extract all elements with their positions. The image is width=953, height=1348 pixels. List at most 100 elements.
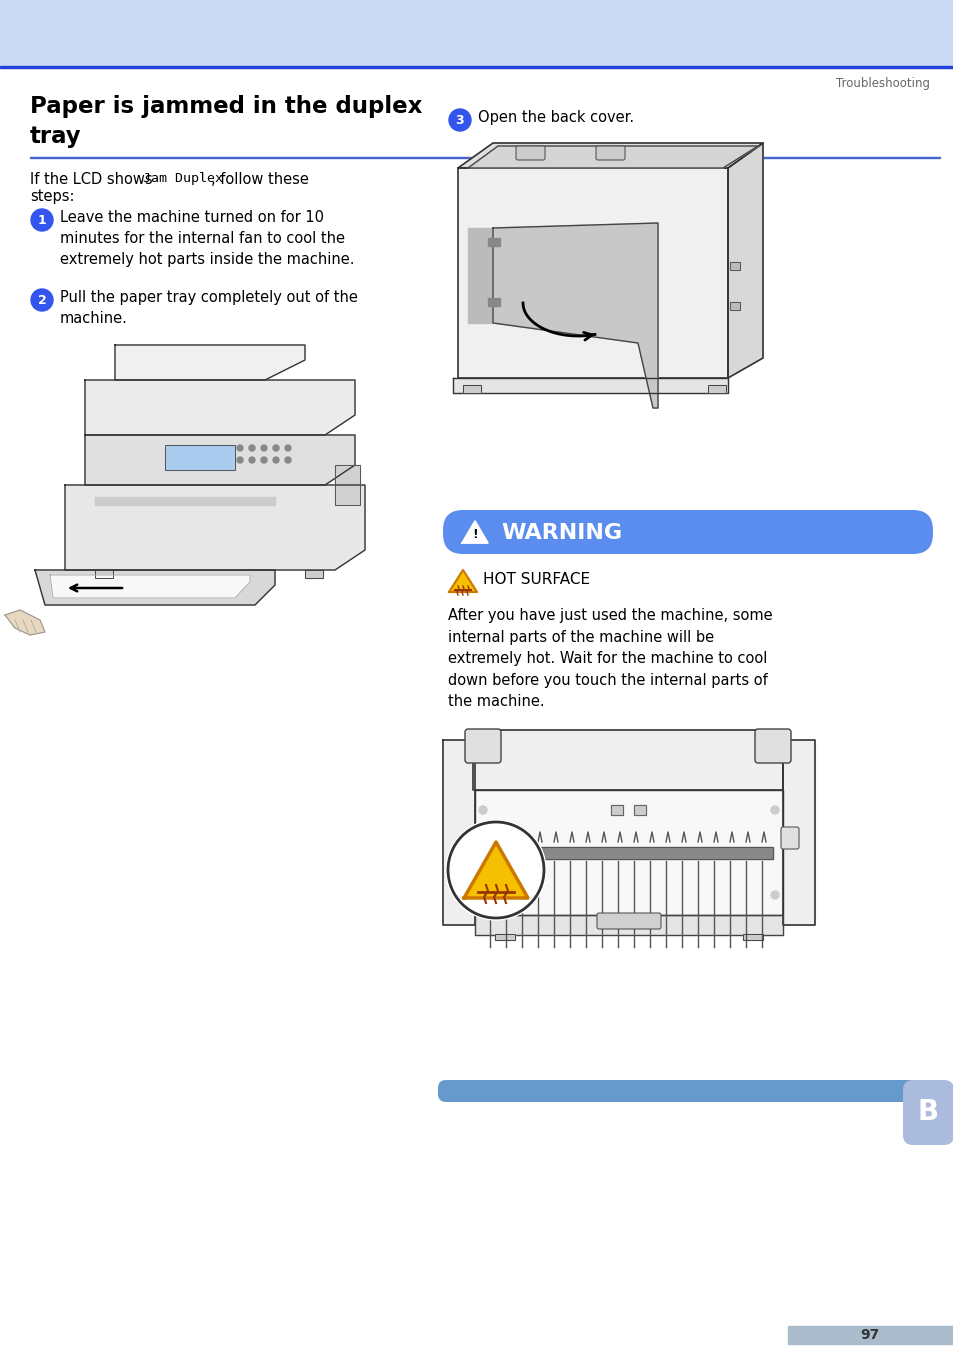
Bar (462, 386, 480, 394)
FancyBboxPatch shape (437, 1080, 923, 1103)
Circle shape (261, 457, 267, 462)
Text: 1: 1 (37, 213, 47, 226)
Circle shape (273, 457, 278, 462)
Bar (729, 302, 740, 310)
Circle shape (285, 445, 291, 452)
Text: Jam Duplex: Jam Duplex (143, 173, 223, 185)
Bar (462, 386, 480, 394)
Bar (729, 262, 740, 270)
FancyBboxPatch shape (754, 729, 790, 763)
Polygon shape (493, 222, 658, 408)
Text: Paper is jammed in the duplex: Paper is jammed in the duplex (30, 94, 422, 119)
Bar (95, 570, 112, 578)
Bar (484, 847, 772, 859)
Text: B: B (917, 1099, 938, 1127)
Circle shape (446, 820, 545, 919)
Polygon shape (65, 485, 365, 570)
Text: Leave the machine turned on for 10
minutes for the internal fan to cool the
extr: Leave the machine turned on for 10 minut… (60, 210, 355, 267)
Circle shape (236, 457, 243, 462)
Bar (165, 445, 234, 470)
Text: steps:: steps: (30, 189, 74, 204)
Bar (495, 934, 515, 940)
Bar (305, 570, 323, 578)
Text: , follow these: , follow these (211, 173, 309, 187)
Bar (484, 847, 772, 859)
Circle shape (449, 109, 471, 131)
Bar (610, 805, 622, 816)
Polygon shape (442, 740, 475, 925)
Bar (305, 570, 323, 578)
Bar (610, 805, 622, 816)
Polygon shape (457, 168, 727, 377)
Text: 3: 3 (456, 113, 464, 127)
Polygon shape (50, 576, 250, 599)
Polygon shape (449, 570, 476, 592)
Polygon shape (463, 842, 527, 898)
Circle shape (249, 445, 254, 452)
Bar (335, 465, 359, 506)
Polygon shape (5, 611, 45, 635)
Circle shape (285, 457, 291, 462)
Polygon shape (475, 915, 782, 936)
FancyBboxPatch shape (464, 729, 500, 763)
Text: tray: tray (30, 125, 82, 148)
FancyBboxPatch shape (596, 146, 624, 160)
Circle shape (478, 891, 486, 899)
Text: After you have just used the machine, some
internal parts of the machine will be: After you have just used the machine, so… (448, 608, 772, 709)
Polygon shape (468, 228, 493, 324)
Bar (707, 386, 725, 394)
Text: 2: 2 (37, 294, 47, 306)
Circle shape (273, 445, 278, 452)
Bar (335, 465, 359, 506)
Circle shape (30, 288, 53, 311)
Bar (488, 298, 499, 306)
Bar (0, 66, 953, 67)
Bar (0, 0, 953, 67)
Bar (707, 386, 725, 394)
Text: If the LCD shows: If the LCD shows (30, 173, 157, 187)
Bar (634, 805, 645, 816)
Polygon shape (85, 435, 355, 485)
Bar (787, 1326, 953, 1344)
Polygon shape (457, 143, 762, 168)
Polygon shape (85, 380, 355, 435)
Polygon shape (727, 143, 762, 377)
Bar (95, 497, 274, 506)
Polygon shape (461, 520, 488, 543)
Text: Pull the paper tray completely out of the
machine.: Pull the paper tray completely out of th… (60, 290, 357, 326)
Circle shape (770, 891, 779, 899)
Circle shape (249, 457, 254, 462)
Bar (475, 790, 782, 915)
Text: HOT SURFACE: HOT SURFACE (482, 573, 590, 588)
Circle shape (770, 806, 779, 814)
Text: Open the back cover.: Open the back cover. (477, 111, 634, 125)
FancyBboxPatch shape (781, 828, 799, 849)
Circle shape (478, 806, 486, 814)
FancyBboxPatch shape (442, 510, 932, 554)
Polygon shape (473, 731, 782, 790)
Polygon shape (35, 570, 274, 605)
Bar (30, 156, 939, 158)
Bar (95, 570, 112, 578)
FancyBboxPatch shape (902, 1080, 953, 1144)
FancyBboxPatch shape (597, 913, 660, 929)
Polygon shape (468, 146, 758, 168)
Circle shape (261, 445, 267, 452)
Bar (634, 805, 645, 816)
Bar (488, 239, 499, 245)
Bar (729, 302, 740, 310)
Bar (729, 262, 740, 270)
Bar (165, 445, 234, 470)
Polygon shape (115, 345, 305, 380)
Text: Troubleshooting: Troubleshooting (835, 77, 929, 90)
Bar (475, 790, 782, 915)
Circle shape (30, 209, 53, 231)
Text: 97: 97 (860, 1328, 879, 1343)
FancyBboxPatch shape (516, 146, 544, 160)
Polygon shape (453, 377, 727, 394)
Polygon shape (782, 740, 814, 925)
Bar (742, 934, 762, 940)
Bar (495, 934, 515, 940)
Circle shape (236, 445, 243, 452)
Text: WARNING: WARNING (500, 523, 621, 543)
